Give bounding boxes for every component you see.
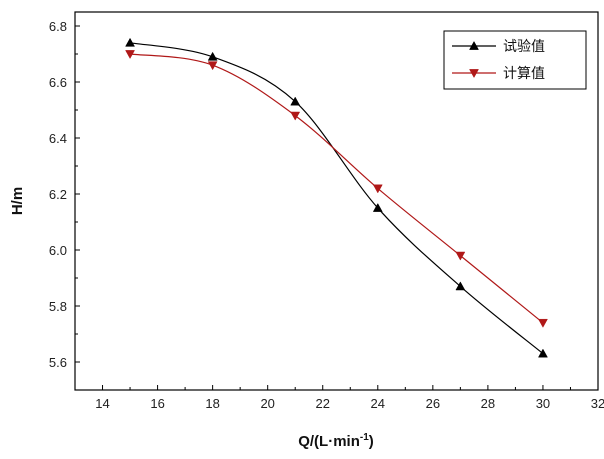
data-point — [455, 251, 466, 261]
x-axis-label-main: Q/(L·min — [298, 433, 360, 450]
data-point — [372, 202, 383, 212]
legend-marker — [469, 69, 479, 79]
series-1 — [125, 37, 548, 358]
legend-label: 试验值 — [503, 39, 545, 55]
y-tick-label: 5.8 — [49, 299, 67, 314]
legend-box — [443, 30, 587, 90]
series-line — [129, 42, 544, 355]
x-tick-label: 16 — [150, 396, 164, 411]
x-axis-label: Q/(L·min-1) — [298, 432, 374, 450]
y-tick-label: 5.6 — [49, 355, 67, 370]
data-point — [290, 96, 301, 106]
legend-marker — [469, 40, 479, 50]
series-line — [129, 53, 544, 324]
data-point — [207, 61, 218, 71]
x-axis-label-sup: -1 — [360, 432, 369, 443]
y-axis-ticks: 5.6 5.8 6.0 6.2 6.4 6.6 6.8 — [49, 19, 80, 370]
x-tick-label: 30 — [536, 396, 550, 411]
x-tick-label: 26 — [426, 396, 440, 411]
data-point — [207, 51, 218, 61]
legend-entry: 试验值 — [452, 39, 545, 55]
data-point — [290, 111, 301, 121]
data-point — [538, 318, 548, 328]
plot-frame — [74, 11, 599, 391]
data-point — [538, 348, 548, 358]
x-tick-label: 14 — [95, 396, 109, 411]
x-tick-label: 28 — [481, 396, 495, 411]
series-layer — [125, 37, 548, 358]
data-point — [125, 37, 135, 47]
x-tick-label: 24 — [371, 396, 385, 411]
data-point — [455, 281, 466, 291]
y-tick-label: 6.0 — [49, 243, 67, 258]
y-tick-label: 6.8 — [49, 19, 67, 34]
x-tick-label: 32 — [591, 396, 604, 411]
legend-entry: 计算值 — [452, 66, 545, 82]
legend-label: 计算值 — [503, 66, 545, 82]
data-point — [125, 50, 135, 60]
y-tick-label: 6.2 — [49, 187, 67, 202]
x-tick-label: 18 — [205, 396, 219, 411]
x-tick-label: 20 — [260, 396, 274, 411]
y-tick-label: 6.6 — [49, 75, 67, 90]
data-point — [372, 184, 383, 194]
x-axis-label-close: ) — [369, 433, 374, 450]
y-axis-label: H/m — [9, 187, 26, 215]
series-2 — [125, 50, 548, 328]
x-tick-label: 22 — [316, 396, 330, 411]
y-tick-label: 6.4 — [49, 131, 67, 146]
x-axis-ticks: 14 16 18 20 22 24 26 28 30 32 — [95, 385, 604, 411]
